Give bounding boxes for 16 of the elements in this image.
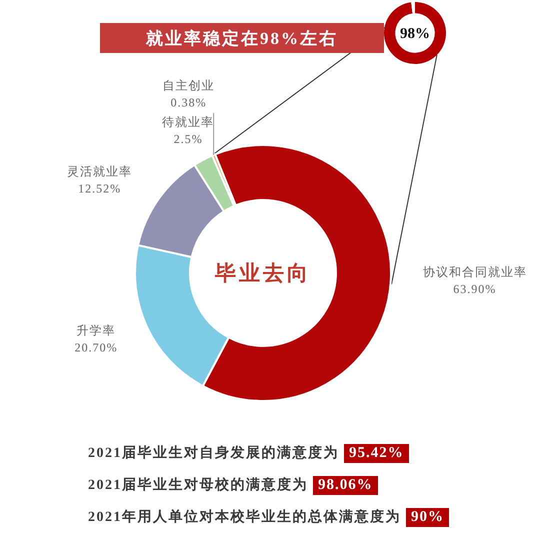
data-label: 20.70% [74, 340, 118, 355]
data-label: 0.38% [170, 96, 207, 110]
slice-label: 升学率 [76, 324, 116, 338]
data-label: 98% [400, 26, 430, 42]
data-label: 2.5% [174, 132, 203, 146]
text: 2021届毕业生对母校的满意度为 98.06% [88, 476, 374, 494]
data-label: 12.52% [78, 182, 122, 196]
slice-label: 灵活就业率 [67, 164, 132, 179]
slice-label: 协议和合同就业率 [422, 265, 527, 280]
text: 就业率稳定在98%左右 [100, 23, 384, 53]
text: 2021届毕业生对自身发展的满意度为 95.42% [88, 444, 405, 462]
text: 毕业去向 [215, 260, 311, 287]
data-label: 63.90% [453, 282, 496, 296]
slice-label: 自主创业 [162, 78, 215, 93]
text: 2021年用人单位对本校毕业生的总体满意度为 90% [88, 508, 445, 526]
slice-label: 待就业率 [162, 115, 214, 130]
